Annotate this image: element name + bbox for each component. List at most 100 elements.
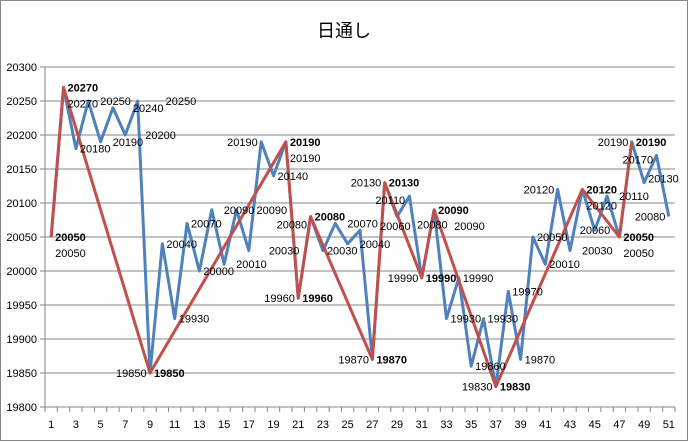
chart-title: 日通し [317,21,371,42]
data-label: 20200 [145,130,176,142]
data-label: 20030 [269,246,300,258]
data-label-red: 19960 [302,293,333,305]
data-label: 20060 [580,225,611,237]
data-label-red: 20130 [389,178,420,190]
data-label: 20050 [623,248,654,260]
data-label-red: 19870 [376,354,407,366]
data-label: 20190 [113,137,144,149]
x-tick-label: 23 [317,419,329,431]
data-label-red: 20190 [290,137,321,149]
series-line-red [49,85,634,389]
data-label: 19930 [179,314,210,326]
data-label: 20250 [166,96,197,108]
x-tick-label: 5 [98,419,104,431]
x-tick-label: 35 [465,419,477,431]
data-label: 19930 [450,314,481,326]
data-label-red: 19830 [500,382,531,394]
x-tick-label: 7 [122,419,128,431]
data-label: 19860 [475,361,506,373]
x-tick-label: 33 [440,419,452,431]
data-label: 20190 [290,153,321,165]
data-label: 19960 [264,293,295,305]
x-tick-label: 37 [490,419,502,431]
data-label: 20190 [227,137,258,149]
data-label: 20120 [524,184,555,196]
data-label: 20110 [375,195,405,207]
data-label-red: 20050 [55,232,86,244]
data-label-red: 20190 [636,137,667,149]
x-tick-label: 29 [391,419,403,431]
data-label: 19850 [116,368,147,380]
data-label: 20170 [622,154,653,166]
x-tick-label: 1 [48,419,54,431]
data-label-red: 20270 [68,82,99,94]
data-label: 20050 [55,248,86,260]
x-tick-label: 47 [613,419,625,431]
x-tick-label: 25 [342,419,354,431]
data-label: 20040 [166,239,197,251]
data-label: 19930 [488,314,519,326]
data-label: 19990 [463,273,494,285]
x-tick-label: 51 [663,419,675,431]
x-tick-label: 15 [218,419,230,431]
data-label: 20090 [454,221,485,233]
data-label: 20050 [537,232,568,244]
data-label: 20010 [236,259,267,271]
y-tick-label: 20150 [6,164,37,176]
data-label: 20040 [360,239,391,251]
data-label-red: 20050 [623,232,654,244]
data-label: 20000 [203,266,234,278]
y-tick-label: 19850 [6,368,37,380]
data-label: 20010 [549,259,580,271]
data-label: 20070 [347,218,378,230]
x-tick-label: 19 [267,419,279,431]
x-tick-label: 13 [193,419,205,431]
data-label: 20090 [256,205,287,217]
y-tick-label: 20250 [6,96,37,108]
data-label: 20060 [380,221,411,233]
data-label: 20140 [278,171,309,183]
y-tick-label: 20200 [6,130,37,142]
data-label-red: 20080 [315,212,346,224]
data-label: 20110 [619,191,649,203]
data-label: 20090 [224,205,255,217]
data-label: 20270 [68,98,99,110]
data-label: 20030 [327,246,358,258]
y-tick-label: 19800 [6,402,37,414]
y-tick-label: 19900 [6,334,37,346]
data-label-red: 20120 [586,184,617,196]
data-label-red: 19990 [426,273,457,285]
x-tick-label: 43 [564,419,576,431]
data-label: 19990 [388,273,419,285]
data-label: 20080 [277,220,308,232]
data-label: 20120 [586,200,617,212]
x-tick-label: 45 [589,419,601,431]
x-tick-label: 9 [147,419,153,431]
data-label-red: 20090 [438,205,469,217]
x-tick-label: 41 [539,419,551,431]
y-tick-label: 20050 [6,232,37,244]
x-tick-label: 27 [366,419,378,431]
data-label: 19830 [462,382,493,394]
data-label: 20190 [598,137,629,149]
data-label: 20180 [80,144,111,156]
x-tick-label: 39 [514,419,526,431]
y-tick-label: 20100 [6,198,37,210]
data-label: 20080 [417,220,448,232]
x-tick-label: 21 [292,419,304,431]
y-tick-label: 20300 [6,62,37,74]
x-tick-label: 31 [416,419,428,431]
data-label: 20130 [351,178,382,190]
y-tick-label: 19950 [6,300,37,312]
data-label: 20250 [100,96,131,108]
data-label: 20030 [582,246,613,258]
x-tick-label: 11 [169,419,180,431]
x-tick-label: 3 [73,419,79,431]
data-label: 20130 [648,174,679,186]
data-label: 20080 [635,212,666,224]
data-label: 19970 [512,286,543,298]
y-tick-label: 20000 [6,266,37,278]
data-label: 19870 [338,354,369,366]
